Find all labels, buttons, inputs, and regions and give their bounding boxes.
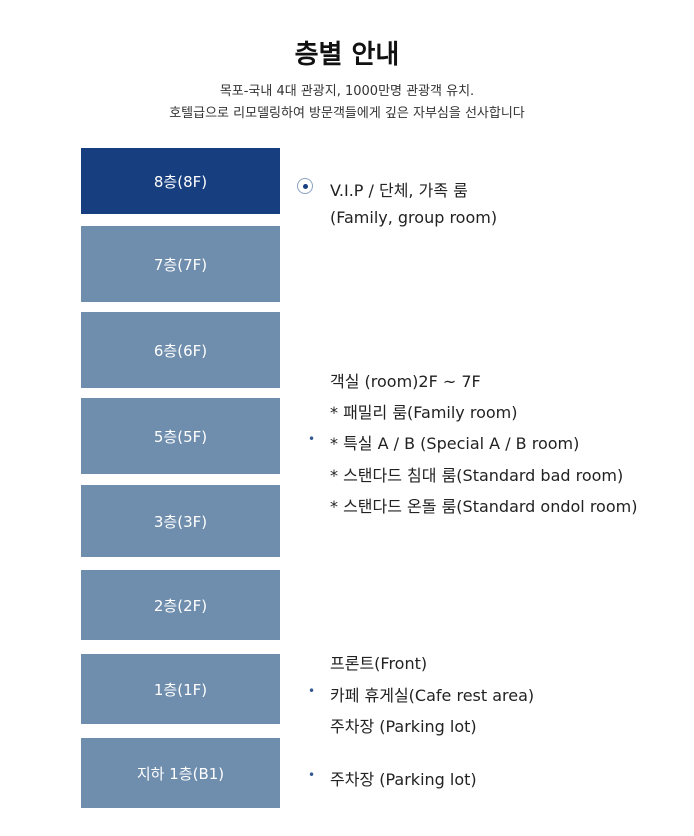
- page-title: 층별 안내: [294, 40, 400, 70]
- bullet-dot-icon: •: [308, 684, 316, 698]
- rooms-line-4: * 스탠다드 침대 룸(Standard bad room): [330, 466, 624, 485]
- first-line-3: 주차장 (Parking lot): [330, 717, 477, 736]
- floor-block-2f[interactable]: 2층(2F): [81, 570, 280, 640]
- floor-block-b1[interactable]: 지하 1층(B1): [81, 738, 280, 808]
- floor-block-8f[interactable]: 8층(8F): [81, 148, 280, 214]
- vip-line-1: V.I.P / 단체, 가족 룸: [330, 181, 468, 200]
- basement-line-1: 주차장 (Parking lot): [330, 770, 477, 789]
- first-line-1: 프론트(Front): [330, 654, 428, 673]
- bullet-dot-icon: •: [308, 432, 316, 446]
- first-line-2: 카페 휴게실(Cafe rest area): [330, 686, 535, 705]
- bullet-dot-icon: •: [308, 768, 316, 782]
- rooms-line-1: 객실 (room)2F ~ 7F: [330, 372, 481, 391]
- floor-block-1f[interactable]: 1층(1F): [81, 654, 280, 724]
- floor-block-5f[interactable]: 5층(5F): [81, 398, 280, 474]
- floor-block-6f[interactable]: 6층(6F): [81, 312, 280, 388]
- rooms-line-5: * 스탠다드 온돌 룸(Standard ondol room): [330, 497, 638, 516]
- vip-line-2: (Family, group room): [330, 208, 498, 227]
- floor-block-3f[interactable]: 3층(3F): [81, 485, 280, 557]
- rooms-line-2: * 패밀리 룸(Family room): [330, 403, 518, 422]
- subtitle-line-2: 호텔급으로 리모델링하여 방문객들에게 깊은 자부심을 선사합니다: [169, 106, 525, 121]
- subtitle-line-1: 목포-국내 4대 관광지, 1000만명 관광객 유치.: [219, 84, 475, 99]
- rooms-line-3: * 특실 A / B (Special A / B room): [330, 434, 580, 453]
- floor-block-7f[interactable]: 7층(7F): [81, 226, 280, 302]
- radio-dot-icon: [297, 178, 313, 194]
